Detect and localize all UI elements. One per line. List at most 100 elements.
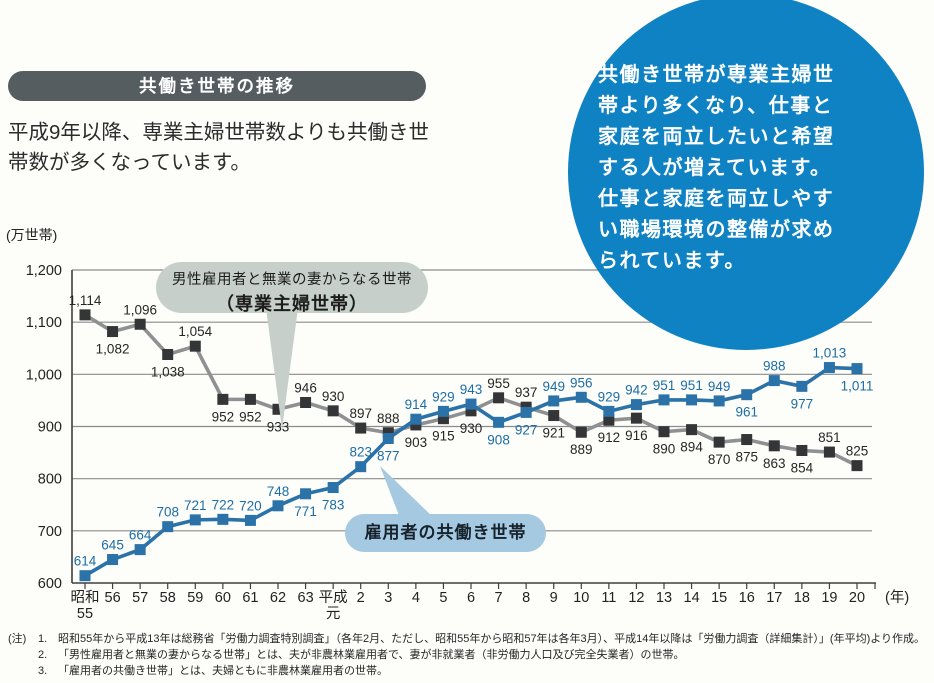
x-tick-label: 5 [439, 590, 447, 606]
notes-marker: (注) [8, 633, 27, 645]
x-tick-label: 昭和 55 [71, 589, 100, 622]
data-point-label: 942 [625, 383, 648, 398]
x-tick-label: 9 [550, 590, 558, 606]
x-tick-label: 11 [601, 590, 616, 606]
data-point-marker [79, 570, 91, 582]
x-tick-label: 12 [628, 590, 644, 606]
x-tick-label: 13 [656, 590, 672, 606]
data-point-label: 897 [349, 406, 372, 421]
data-point-label: 783 [322, 498, 345, 513]
data-point-label: 664 [129, 528, 152, 543]
data-point-marker [217, 393, 229, 405]
data-point-label: 1,013 [813, 346, 847, 361]
data-point-label: 1,038 [151, 365, 185, 380]
data-point-label: 903 [405, 435, 428, 450]
data-point-marker [686, 424, 698, 436]
data-point-label: 927 [515, 422, 538, 437]
data-point-label: 771 [294, 504, 317, 519]
data-point-marker [437, 413, 449, 425]
data-point-label: 721 [184, 498, 207, 513]
data-point-marker [851, 460, 863, 472]
y-tick-label: 1,100 [26, 315, 62, 331]
note-item: 3. 「雇用者の共働き世帯」とは、夫婦ともに非農林業雇用者の世帯。 [38, 663, 925, 679]
data-point-marker [768, 375, 780, 387]
x-tick-label: 8 [522, 590, 530, 606]
data-point-marker [575, 426, 587, 438]
data-point-marker [603, 405, 615, 417]
x-tick-label: 19 [821, 590, 837, 606]
data-point-marker [107, 554, 119, 566]
data-point-marker [768, 440, 780, 452]
x-tick-label: 61 [242, 590, 258, 606]
data-point-label: 951 [653, 378, 676, 393]
data-point-label: 916 [625, 428, 648, 443]
data-point-label: 890 [653, 442, 676, 457]
x-tick-label: 4 [412, 590, 420, 606]
data-point-marker [410, 419, 422, 431]
data-point-marker [272, 500, 284, 512]
callout-tail-dualincome [380, 466, 434, 518]
x-tick-label: 18 [794, 590, 810, 606]
data-point-marker [741, 389, 753, 401]
data-point-label: 722 [212, 497, 235, 512]
y-tick-label: 800 [38, 472, 62, 488]
data-point-label: 877 [377, 448, 400, 463]
highlight-circle: 共働き世帯が専業主婦世 帯より多くなり、仕事と 家庭を両立したいと希望 する人が… [568, 0, 924, 350]
x-tick-label: 10 [573, 590, 589, 606]
x-tick-label: 2 [357, 590, 365, 606]
data-point-marker [382, 427, 394, 439]
note-number: 2. [38, 649, 48, 661]
data-point-label: 929 [432, 389, 455, 404]
data-point-marker [300, 488, 312, 500]
data-point-label: 977 [791, 396, 814, 411]
callout-housewife-households: 男性雇用者と無業の妻からなる世帯 （専業主婦世帯） [156, 262, 428, 314]
data-point-marker [796, 444, 808, 456]
data-point-marker [575, 391, 587, 403]
data-point-marker [823, 362, 835, 374]
y-tick-label: 600 [38, 576, 62, 592]
data-point-marker [796, 380, 808, 392]
data-point-label: 614 [74, 554, 97, 569]
data-point-marker [741, 434, 753, 446]
data-point-marker [465, 405, 477, 417]
data-point-marker [162, 349, 174, 361]
data-point-label: 1,054 [178, 324, 212, 339]
x-tick-label: 7 [495, 590, 503, 606]
callout-dualincome-households: 雇用者の共働き世帯 [345, 514, 546, 552]
data-point-label: 870 [708, 452, 731, 467]
x-tick-label: 62 [270, 590, 286, 606]
x-tick-label: 56 [105, 590, 121, 606]
note-item: 1. 昭和55年から平成13年は総務省「労働力調査特別調査」（各年2月、ただし、昭… [38, 631, 925, 647]
data-point-label: 1,082 [96, 342, 130, 357]
data-point-marker [548, 410, 560, 422]
x-tick-label: 6 [467, 590, 475, 606]
data-point-label: 943 [460, 382, 483, 397]
data-point-marker [713, 395, 725, 407]
note-text: 「男性雇用者と無業の妻からなる世帯」とは、夫が非農林業雇用者で、妻が非就業者（非… [58, 649, 685, 661]
data-point-label: 912 [598, 430, 621, 445]
data-point-label: 645 [101, 538, 124, 553]
callout-dualincome-label: 雇用者の共働き世帯 [364, 523, 527, 542]
data-point-marker [244, 514, 256, 526]
x-tick-label: 57 [132, 590, 148, 606]
data-point-label: 854 [791, 460, 814, 475]
x-tick-label: 平成元 [319, 589, 348, 622]
note-text: 昭和55年から平成13年は総務省「労働力調査特別調査」（各年2月、ただし、昭和5… [58, 633, 926, 645]
intro-text: 平成9年以降、専業主婦世帯数よりも共働き世 帯数が多くなっています。 [8, 121, 429, 174]
x-tick-label: 17 [766, 590, 782, 606]
data-point-marker [548, 395, 560, 407]
data-point-label: 956 [570, 375, 593, 390]
data-point-marker [658, 426, 670, 438]
data-point-label: 929 [598, 389, 621, 404]
data-point-marker [189, 340, 201, 352]
data-point-marker [603, 414, 615, 426]
data-point-label: 933 [267, 419, 290, 434]
data-point-marker [630, 399, 642, 411]
data-point-label: 888 [377, 411, 400, 426]
data-point-label: 1,096 [123, 302, 157, 317]
data-point-label: 961 [735, 405, 758, 420]
data-point-marker [134, 318, 146, 330]
data-point-marker [355, 461, 367, 473]
callout-tail-housewife [266, 308, 298, 429]
